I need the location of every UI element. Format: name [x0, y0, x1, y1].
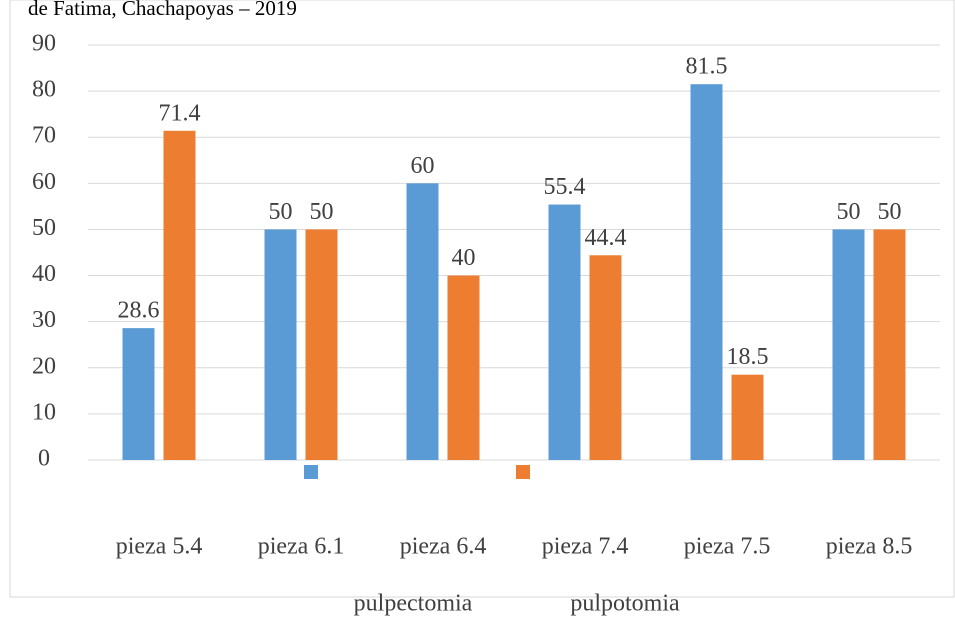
data-label: 81.5 [686, 54, 728, 80]
bar [406, 183, 439, 461]
x-tick-label: pieza 6.1 [258, 534, 345, 560]
bar [589, 255, 622, 460]
x-tick-label: pieza 8.5 [826, 534, 913, 560]
x-tick-label: pieza 7.4 [542, 534, 629, 560]
data-label: 50 [878, 199, 902, 225]
y-tick-label: 0 [38, 446, 50, 472]
x-tick-label: pieza 5.4 [116, 534, 203, 560]
bar [447, 275, 480, 460]
bar [122, 328, 155, 460]
data-label: 50 [269, 199, 293, 225]
data-label: 71.4 [159, 100, 201, 126]
legend-swatch [516, 465, 530, 479]
bar [832, 229, 865, 460]
legend-swatch [304, 465, 318, 479]
bar [690, 84, 723, 460]
y-tick-label: 30 [32, 307, 56, 333]
bar [548, 204, 581, 460]
y-tick-label: 10 [32, 399, 56, 425]
y-tick-label: 90 [32, 31, 56, 57]
bar [163, 130, 196, 460]
y-tick-label: 80 [32, 77, 56, 103]
data-label: 40 [452, 245, 476, 271]
data-label: 50 [310, 199, 334, 225]
legend-label: pulpectomia [354, 591, 473, 617]
bar [264, 229, 297, 460]
bar [305, 229, 338, 460]
data-label: 50 [837, 199, 861, 225]
y-tick-label: 40 [32, 261, 56, 287]
legend-label: pulpotomia [570, 591, 680, 617]
data-label: 28.6 [118, 298, 160, 324]
bar [873, 229, 906, 460]
y-tick-label: 70 [32, 123, 56, 149]
data-label: 60 [411, 153, 435, 179]
y-tick-label: 20 [32, 353, 56, 379]
chart-frame [9, 0, 955, 598]
x-tick-label: pieza 6.4 [400, 534, 487, 560]
x-tick-label: pieza 7.5 [684, 534, 771, 560]
data-label: 18.5 [727, 344, 769, 370]
y-tick-label: 60 [32, 169, 56, 195]
y-tick-label: 50 [32, 215, 56, 241]
data-label: 44.4 [585, 225, 627, 251]
bar [731, 374, 764, 460]
chart-title: de Fatima, Chachapoyas – 2019 [28, 0, 297, 20]
data-label: 55.4 [544, 174, 586, 200]
